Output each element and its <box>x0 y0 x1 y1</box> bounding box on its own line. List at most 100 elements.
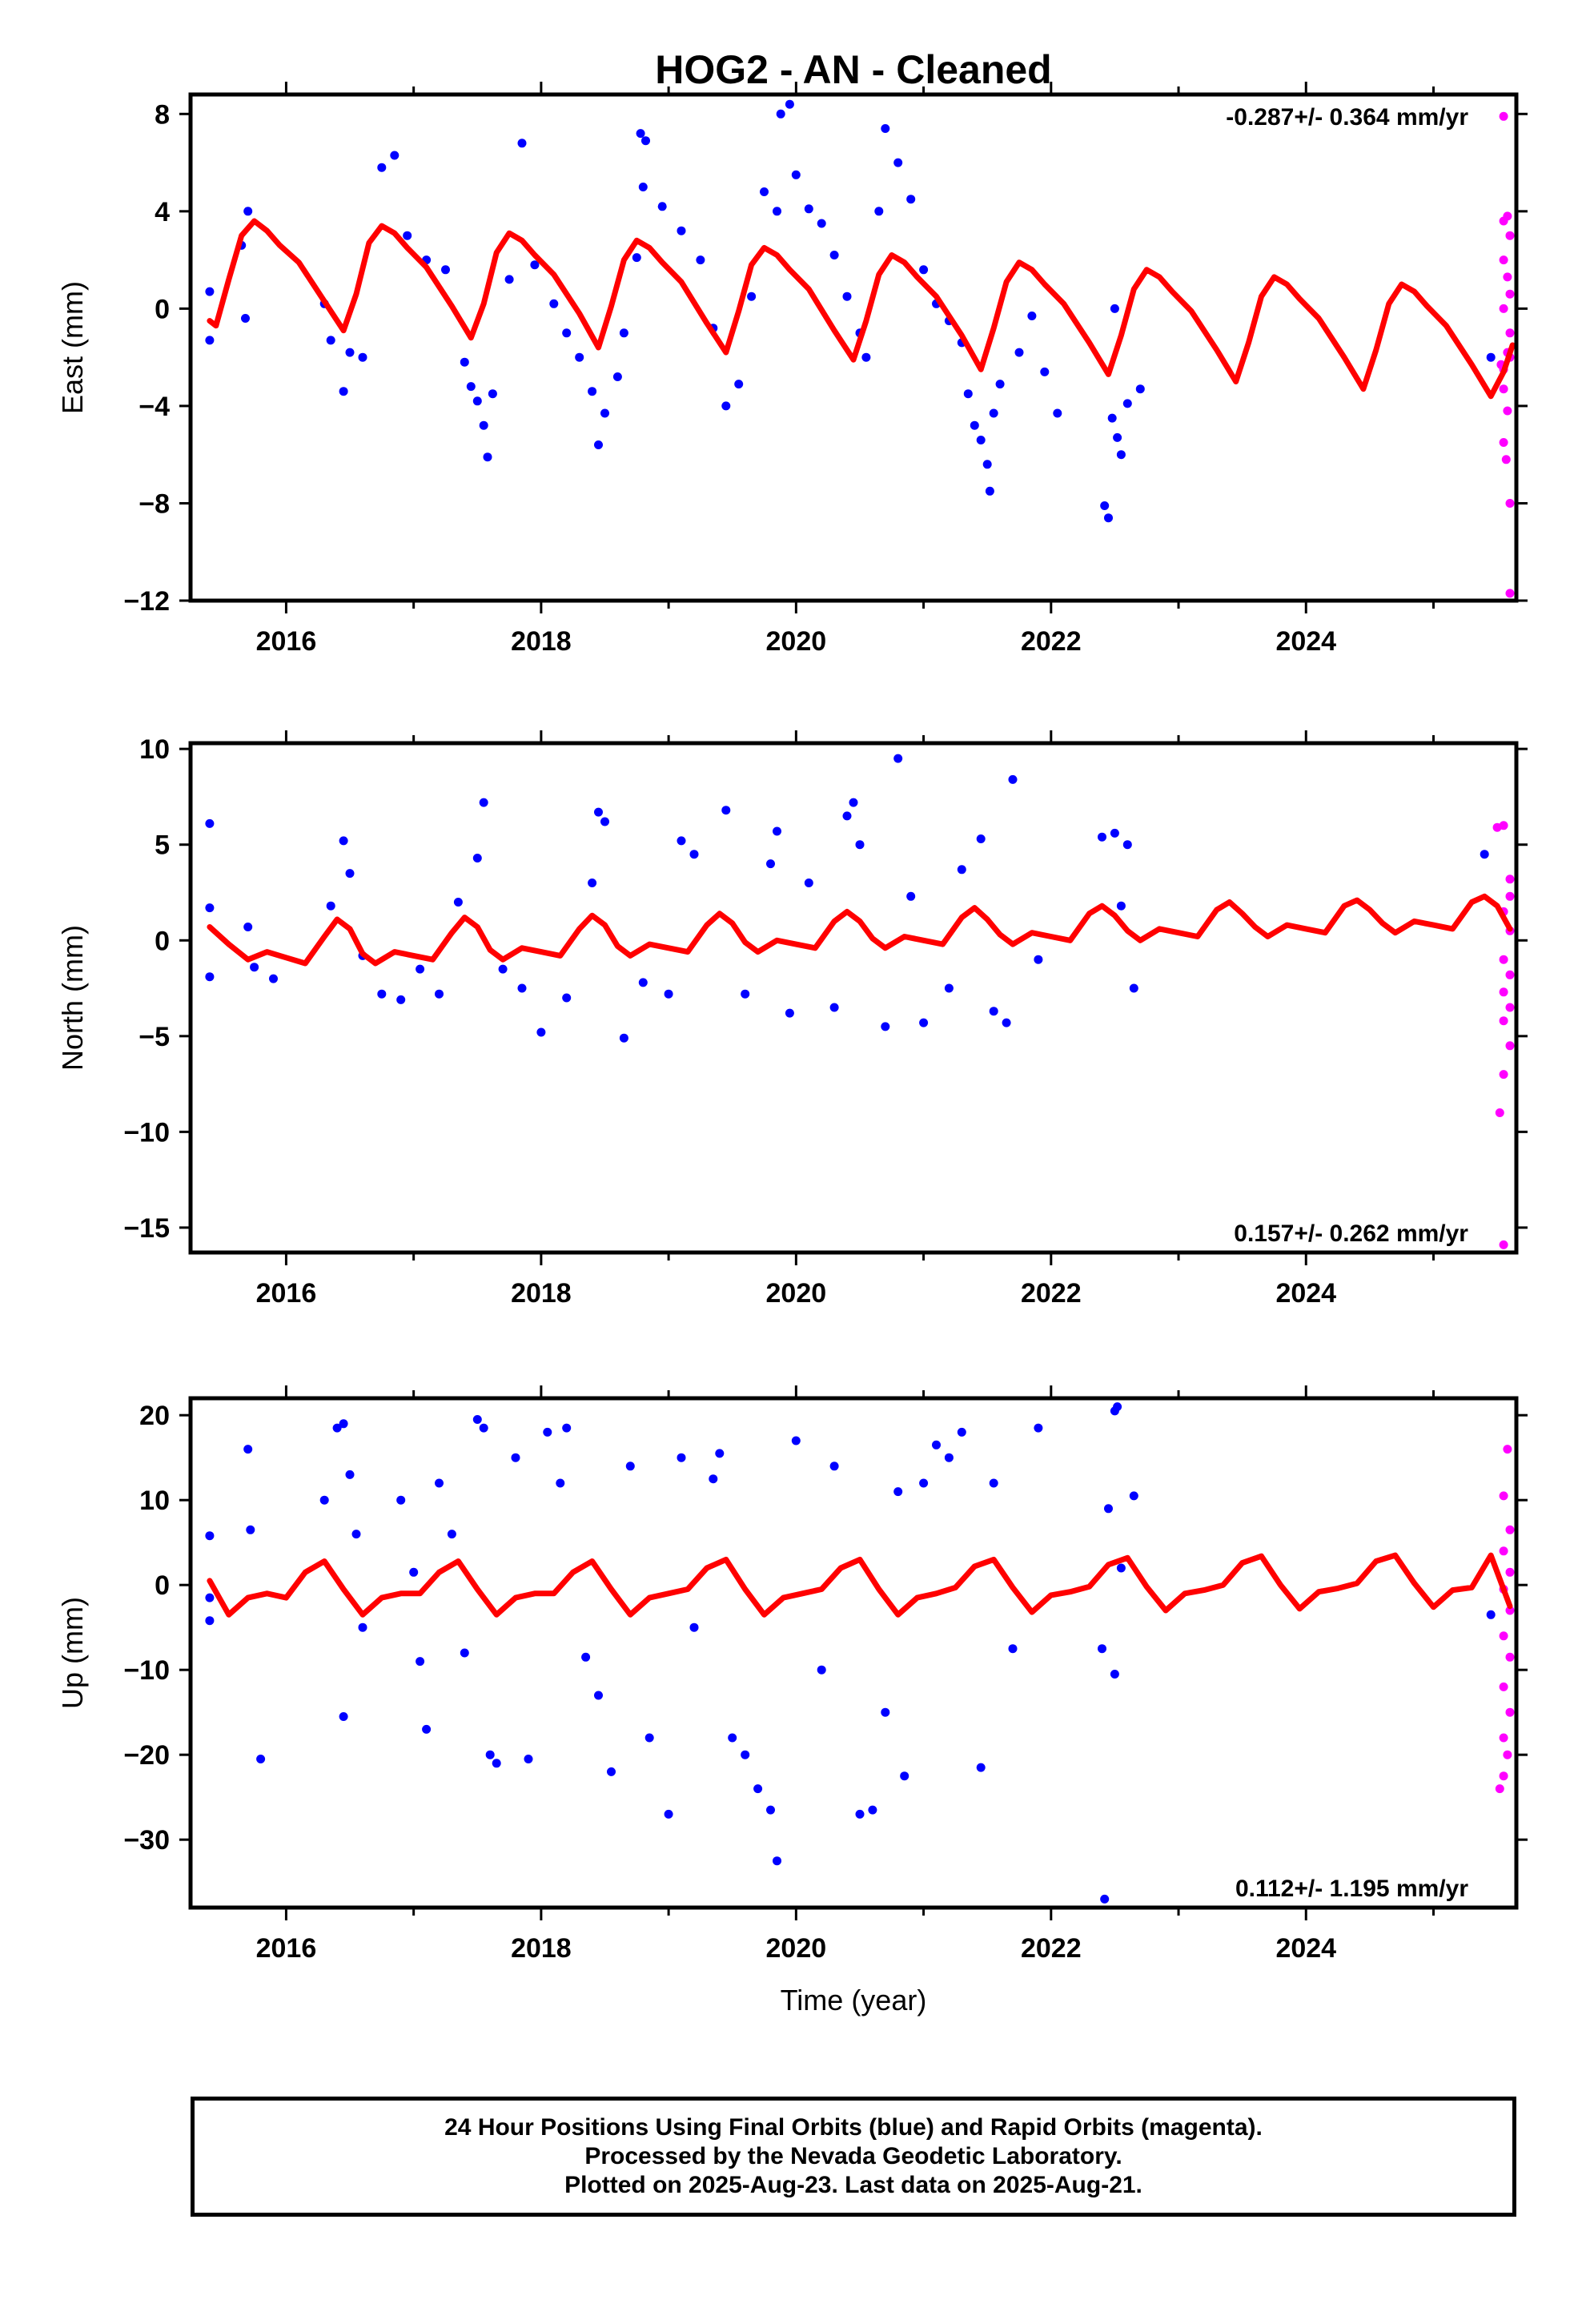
y-tick-label: 0 <box>155 926 170 956</box>
data-point <box>1122 840 1132 850</box>
data-point <box>944 983 954 993</box>
model-fit-line <box>207 1552 1513 1618</box>
data-point <box>721 806 731 815</box>
data-point <box>1107 413 1117 423</box>
chart-title: HOG2 - AN - Cleaned <box>655 47 1051 92</box>
data-point <box>1501 455 1511 464</box>
data-point <box>1505 970 1515 979</box>
model-fit-line <box>207 893 1513 967</box>
data-point <box>734 380 744 389</box>
data-point <box>460 1648 469 1658</box>
data-point <box>932 1440 941 1449</box>
data-point <box>460 357 469 367</box>
data-point <box>1499 1546 1508 1556</box>
model-fit-line <box>207 218 1516 400</box>
data-point <box>791 1436 801 1445</box>
data-point <box>594 807 603 817</box>
data-point <box>689 1622 699 1632</box>
x-tick-label: 2016 <box>256 1278 317 1309</box>
data-point <box>664 1809 673 1819</box>
data-point <box>1495 1784 1504 1794</box>
data-point <box>906 891 916 901</box>
data-point <box>466 382 476 392</box>
y-tick-label: −15 <box>123 1213 170 1244</box>
data-point <box>855 1809 865 1819</box>
data-point <box>881 1707 890 1717</box>
data-point <box>1505 328 1515 338</box>
data-point <box>1002 1018 1011 1027</box>
data-point <box>205 1616 215 1626</box>
data-point <box>1505 891 1515 901</box>
data-point <box>243 923 253 931</box>
data-point <box>696 255 705 265</box>
data-point <box>817 219 826 228</box>
data-point <box>1034 955 1043 964</box>
data-point <box>619 1033 628 1043</box>
data-point <box>868 1805 877 1815</box>
data-point <box>677 1453 686 1462</box>
data-point <box>517 139 527 148</box>
data-point <box>785 99 794 109</box>
data-point <box>453 898 463 907</box>
data-point <box>632 253 641 263</box>
info-line-1: 24 Hour Positions Using Final Orbits (bl… <box>444 2114 1263 2141</box>
data-point <box>205 903 215 913</box>
data-point <box>205 287 215 296</box>
data-point <box>1505 1707 1515 1717</box>
data-point <box>1053 408 1062 418</box>
data-point <box>753 1784 763 1794</box>
y-tick-label: 10 <box>139 1486 170 1516</box>
data-point <box>989 408 998 418</box>
data-point <box>1113 432 1122 442</box>
data-point <box>1499 1016 1508 1026</box>
series-2 <box>1496 111 1515 598</box>
data-point <box>536 1027 546 1037</box>
data-point <box>1499 1631 1508 1641</box>
data-point <box>435 1478 444 1488</box>
data-point <box>594 440 603 449</box>
y-tick-label: 0 <box>155 1570 170 1601</box>
data-point <box>715 1449 725 1458</box>
x-tick-label: 2020 <box>766 626 827 657</box>
data-point <box>205 1593 215 1602</box>
data-point <box>906 195 916 204</box>
data-point <box>1499 111 1508 121</box>
data-point <box>339 1419 348 1429</box>
data-point <box>1110 304 1119 313</box>
data-point <box>575 352 584 362</box>
series-1 <box>205 99 1496 523</box>
y-tick-label: 4 <box>155 197 170 227</box>
data-point <box>241 314 250 323</box>
data-point <box>243 207 253 216</box>
data-point <box>250 963 259 972</box>
data-point <box>970 420 979 430</box>
data-point <box>345 1470 355 1479</box>
data-point <box>588 879 597 887</box>
velocity-label: 0.112+/- 1.195 mm/yr <box>1235 1876 1468 1902</box>
data-point <box>881 1022 890 1031</box>
x-tick-label: 2018 <box>511 1278 572 1309</box>
data-point <box>957 865 966 875</box>
data-point <box>588 387 597 396</box>
data-point <box>842 292 852 301</box>
data-point <box>435 989 444 999</box>
data-point <box>479 798 488 807</box>
x-tick-label: 2022 <box>1021 1933 1082 1964</box>
data-point <box>530 260 540 270</box>
data-point <box>562 1423 572 1433</box>
data-point <box>776 109 785 119</box>
y-tick-label: 8 <box>155 99 170 130</box>
y-tick-label: −12 <box>123 586 170 617</box>
data-point <box>358 1622 367 1632</box>
data-point <box>1027 312 1037 320</box>
x-tick-label: 2020 <box>766 1278 827 1309</box>
y-tick-label: −20 <box>123 1740 170 1771</box>
x-tick-label: 2022 <box>1021 626 1082 657</box>
data-point <box>741 989 750 999</box>
y-tick-label: −10 <box>123 1655 170 1686</box>
data-point <box>1098 832 1106 842</box>
data-point <box>1499 1733 1508 1743</box>
data-point <box>472 854 482 862</box>
data-point <box>332 1423 342 1433</box>
data-point <box>504 275 514 284</box>
